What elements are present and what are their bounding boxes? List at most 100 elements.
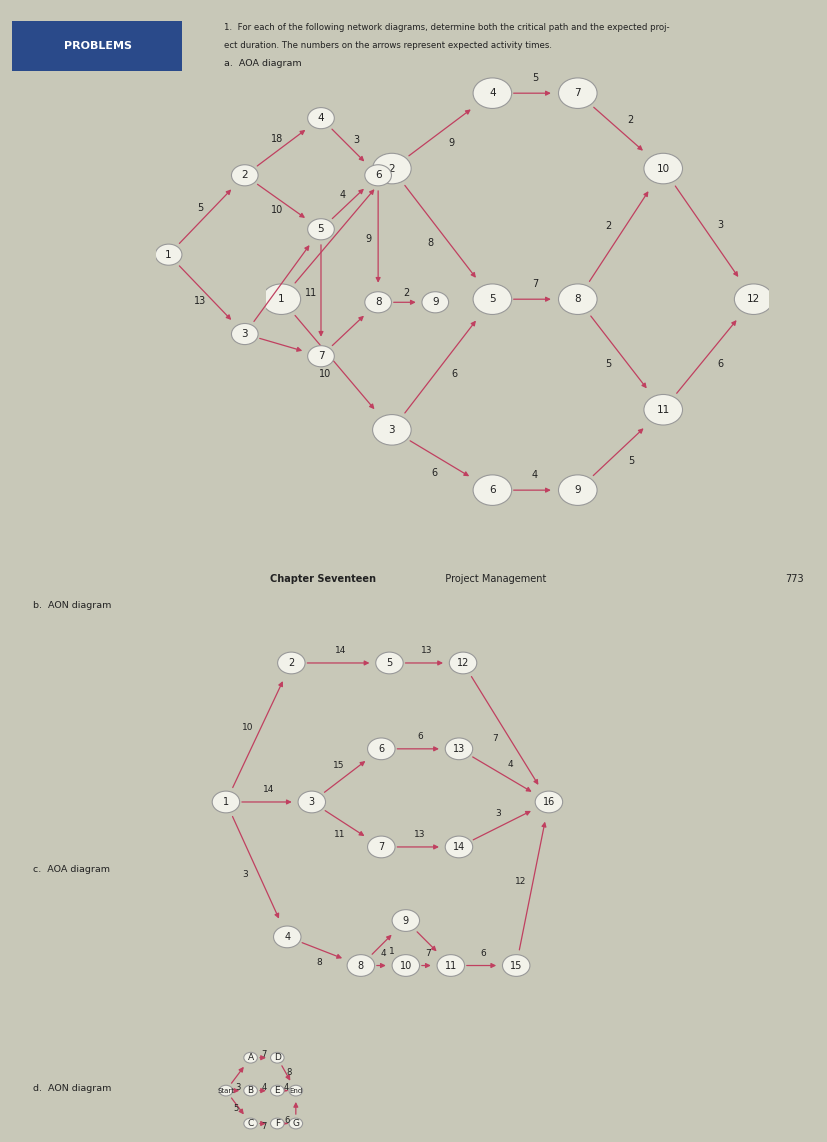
Text: 11: 11	[656, 404, 669, 415]
Text: 12: 12	[746, 295, 759, 304]
FancyBboxPatch shape	[12, 21, 182, 71]
Ellipse shape	[219, 1085, 232, 1096]
Text: 2: 2	[388, 163, 394, 174]
Text: 3: 3	[717, 220, 723, 231]
Text: 14: 14	[452, 842, 465, 852]
Text: 4: 4	[261, 1083, 266, 1092]
Ellipse shape	[367, 738, 394, 759]
Text: 4: 4	[322, 219, 327, 230]
Text: 10: 10	[271, 206, 283, 215]
Text: 8: 8	[357, 960, 364, 971]
Text: 4: 4	[507, 761, 513, 770]
Text: 4: 4	[380, 949, 385, 958]
Text: 8: 8	[286, 1068, 292, 1077]
Text: End: End	[289, 1087, 302, 1094]
Text: 11: 11	[334, 830, 345, 839]
Text: 7: 7	[574, 88, 581, 98]
Text: Start: Start	[218, 1087, 234, 1094]
Text: F: F	[275, 1119, 280, 1128]
Ellipse shape	[270, 1052, 284, 1063]
Text: 9: 9	[447, 138, 454, 148]
Ellipse shape	[472, 284, 511, 314]
Ellipse shape	[445, 738, 472, 759]
Text: 9: 9	[574, 485, 581, 496]
Text: 10: 10	[656, 163, 669, 174]
Text: 7: 7	[531, 279, 538, 289]
Text: A: A	[247, 1053, 253, 1062]
Text: 5: 5	[605, 359, 611, 369]
Text: 10: 10	[241, 723, 253, 732]
Text: 5: 5	[197, 203, 203, 214]
Text: 14: 14	[334, 646, 346, 656]
Text: E: E	[275, 1086, 280, 1095]
Ellipse shape	[243, 1052, 257, 1063]
Text: 2: 2	[241, 170, 248, 180]
Text: 3: 3	[241, 329, 248, 339]
Ellipse shape	[308, 346, 334, 367]
Ellipse shape	[155, 244, 182, 265]
Text: 14: 14	[263, 786, 275, 794]
Ellipse shape	[643, 153, 681, 184]
Text: 5: 5	[489, 295, 495, 304]
Ellipse shape	[289, 1085, 302, 1096]
Ellipse shape	[308, 107, 334, 129]
Text: 3: 3	[353, 135, 359, 145]
Ellipse shape	[365, 291, 391, 313]
Ellipse shape	[212, 791, 239, 813]
Ellipse shape	[734, 284, 772, 314]
Ellipse shape	[502, 955, 529, 976]
Text: 10: 10	[318, 369, 331, 379]
Text: 9: 9	[402, 916, 409, 925]
Text: 10: 10	[399, 960, 412, 971]
Ellipse shape	[449, 652, 476, 674]
Text: 5: 5	[318, 224, 324, 234]
Text: PROBLEMS: PROBLEMS	[64, 41, 131, 50]
Text: 6: 6	[375, 170, 381, 180]
Text: 12: 12	[514, 877, 526, 886]
Text: 6: 6	[417, 732, 423, 741]
Text: 7: 7	[378, 842, 384, 852]
Text: 7: 7	[492, 734, 498, 743]
Text: 2: 2	[288, 658, 294, 668]
Text: 1: 1	[222, 797, 229, 807]
Ellipse shape	[392, 955, 419, 976]
Text: 15: 15	[509, 960, 522, 971]
Text: 8: 8	[427, 238, 433, 248]
Text: 5: 5	[233, 1104, 238, 1113]
Text: 6: 6	[451, 369, 457, 379]
Text: Project Management: Project Management	[438, 573, 546, 584]
Ellipse shape	[298, 791, 325, 813]
Text: 1: 1	[165, 250, 172, 259]
Text: 3: 3	[495, 809, 500, 818]
Text: d.  AON diagram: d. AON diagram	[33, 1085, 112, 1093]
Ellipse shape	[558, 78, 596, 108]
Ellipse shape	[445, 836, 472, 858]
Ellipse shape	[437, 955, 464, 976]
Text: 3: 3	[308, 797, 314, 807]
Text: G: G	[292, 1119, 299, 1128]
Text: C: C	[247, 1119, 253, 1128]
Text: 2: 2	[604, 220, 610, 231]
Ellipse shape	[270, 1085, 284, 1096]
Text: D: D	[274, 1053, 280, 1062]
Text: 7: 7	[425, 949, 431, 958]
Ellipse shape	[243, 1085, 257, 1096]
Ellipse shape	[472, 78, 511, 108]
Text: 6: 6	[489, 485, 495, 496]
Text: 15: 15	[333, 762, 344, 770]
Text: 6: 6	[284, 1116, 289, 1125]
Ellipse shape	[375, 652, 403, 674]
Ellipse shape	[232, 164, 258, 186]
Ellipse shape	[277, 652, 304, 674]
Text: 6: 6	[480, 949, 485, 958]
Text: 18: 18	[270, 134, 283, 144]
Text: 13: 13	[414, 830, 425, 839]
Text: a.  AOA diagram: a. AOA diagram	[223, 58, 301, 67]
Text: 8: 8	[375, 297, 381, 307]
Ellipse shape	[367, 836, 394, 858]
Ellipse shape	[308, 219, 334, 240]
Text: 13: 13	[452, 743, 465, 754]
Ellipse shape	[534, 791, 562, 813]
Text: 8: 8	[317, 958, 322, 967]
Ellipse shape	[289, 1118, 302, 1129]
